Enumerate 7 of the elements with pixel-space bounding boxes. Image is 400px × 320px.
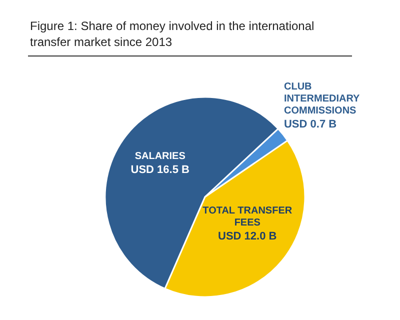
chart-title: Figure 1: Share of money involved in the international transfer market since 2013: [30, 19, 314, 49]
slice-label: TOTAL TRANSFER FEES: [202, 206, 293, 229]
data-label: USD 16.5 B: [130, 164, 190, 176]
data-label: USD 12.0 B: [218, 230, 277, 243]
data-label: USD 0.7 B: [284, 118, 337, 131]
slice-label: SALARIES: [134, 151, 186, 162]
slice-label: CLUB INTERMEDIARY COMMISSIONS: [284, 82, 360, 117]
